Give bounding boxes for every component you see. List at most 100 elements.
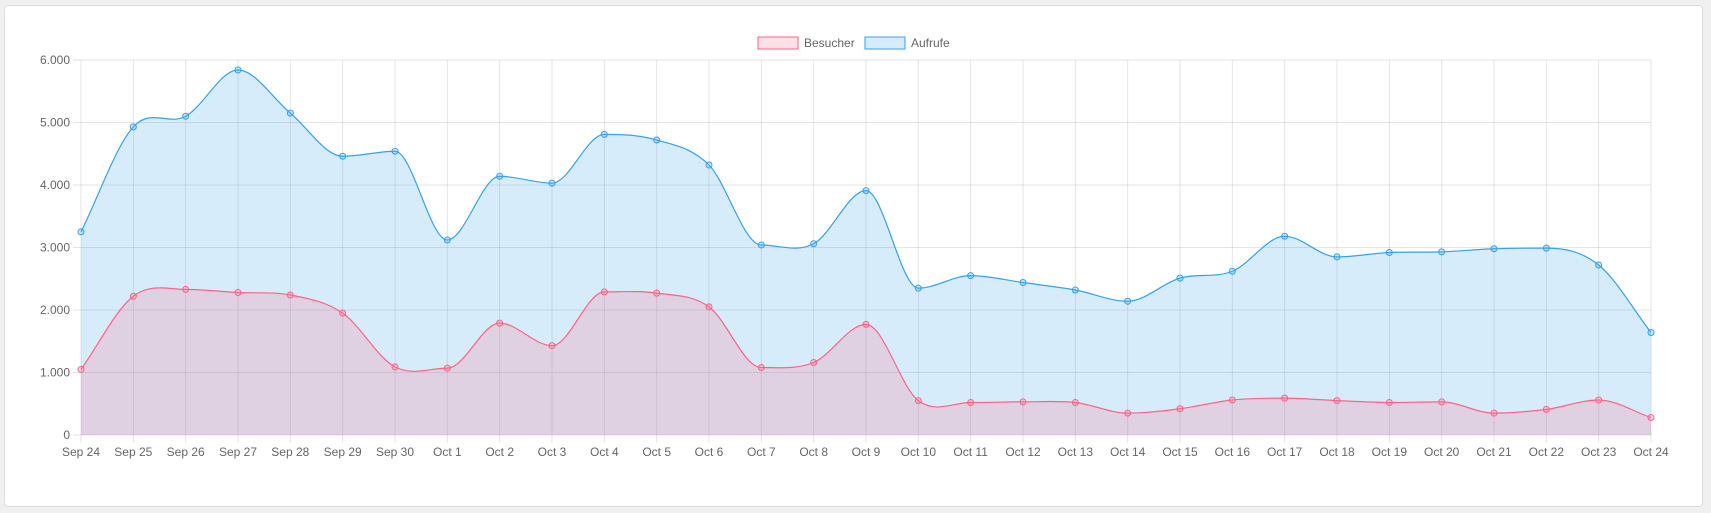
x-tick-label: Oct 20: [1424, 445, 1460, 459]
aufrufe-point[interactable]: [548, 179, 556, 187]
besucher-point[interactable]: [182, 285, 190, 293]
x-tick-label: Sep 28: [271, 445, 309, 459]
legend-swatch: [864, 36, 906, 50]
x-tick-label: Oct 10: [901, 445, 937, 459]
besucher-point[interactable]: [1490, 409, 1498, 417]
legend-label: Besucher: [804, 36, 855, 50]
besucher-point[interactable]: [600, 288, 608, 296]
aufrufe-point[interactable]: [1385, 249, 1393, 256]
besucher-point[interactable]: [1124, 409, 1132, 417]
legend[interactable]: Besucher Aufrufe: [757, 36, 950, 50]
x-tick-label: Oct 8: [799, 445, 828, 459]
aufrufe-point[interactable]: [496, 172, 504, 180]
aufrufe-point[interactable]: [1438, 248, 1446, 256]
aufrufe-point[interactable]: [810, 240, 818, 248]
aufrufe-point[interactable]: [862, 187, 870, 195]
besucher-point[interactable]: [1438, 398, 1446, 406]
aufrufe-point[interactable]: [757, 241, 765, 249]
chart-card: [4, 5, 1703, 507]
x-tick-label: Oct 11: [953, 445, 988, 459]
x-tick-label: Sep 26: [167, 445, 205, 459]
besucher-point[interactable]: [1019, 398, 1027, 406]
aufrufe-point[interactable]: [1228, 267, 1236, 275]
besucher-point[interactable]: [129, 292, 137, 300]
x-tick-label: Oct 3: [538, 445, 567, 459]
legend-item-aufrufe[interactable]: Aufrufe: [864, 36, 950, 50]
besucher-point[interactable]: [1542, 405, 1550, 413]
besucher-point[interactable]: [967, 399, 975, 406]
besucher-point[interactable]: [1385, 399, 1393, 406]
y-tick-label: 3.000: [40, 241, 70, 255]
besucher-point[interactable]: [862, 320, 870, 328]
x-tick-label: Oct 13: [1058, 445, 1094, 459]
x-tick-label: Sep 27: [219, 445, 257, 459]
aufrufe-point[interactable]: [600, 130, 608, 138]
aufrufe-point[interactable]: [1124, 297, 1132, 305]
besucher-point[interactable]: [757, 364, 765, 371]
aufrufe-point[interactable]: [129, 123, 137, 131]
aufrufe-point[interactable]: [1281, 232, 1289, 240]
besucher-point[interactable]: [705, 303, 713, 311]
aufrufe-point[interactable]: [653, 136, 661, 144]
aufrufe-point[interactable]: [1595, 261, 1603, 269]
besucher-point[interactable]: [810, 359, 818, 366]
x-tick-label: Oct 24: [1633, 445, 1669, 459]
besucher-point[interactable]: [1176, 405, 1184, 413]
besucher-point[interactable]: [548, 342, 556, 350]
legend-label: Aufrufe: [911, 36, 950, 50]
aufrufe-point[interactable]: [1490, 245, 1498, 253]
besucher-point[interactable]: [77, 365, 85, 373]
y-tick-label: 2.000: [40, 303, 70, 317]
besucher-point[interactable]: [391, 363, 399, 371]
aufrufe-point[interactable]: [182, 112, 190, 120]
besucher-point[interactable]: [339, 309, 347, 317]
besucher-point[interactable]: [1595, 396, 1603, 404]
aufrufe-point[interactable]: [391, 147, 399, 155]
aufrufe-point[interactable]: [77, 228, 85, 236]
aufrufe-point[interactable]: [1176, 274, 1184, 282]
aufrufe-point[interactable]: [1071, 286, 1079, 294]
besucher-point[interactable]: [914, 397, 922, 405]
x-tick-label: Sep 29: [324, 445, 362, 459]
x-tick-label: Sep 24: [62, 445, 100, 459]
x-tick-label: Oct 1: [433, 445, 462, 459]
x-tick-label: Oct 15: [1162, 445, 1198, 459]
x-tick-label: Oct 2: [485, 445, 514, 459]
aufrufe-point[interactable]: [443, 236, 451, 244]
y-tick-label: 5.000: [40, 116, 70, 130]
x-tick-label: Oct 5: [642, 445, 671, 459]
aufrufe-point[interactable]: [1019, 279, 1027, 286]
aufrufe-point[interactable]: [286, 109, 294, 117]
besucher-point[interactable]: [234, 289, 242, 296]
aufrufe-point[interactable]: [914, 284, 922, 292]
y-tick-label: 6.000: [40, 53, 70, 67]
aufrufe-point[interactable]: [967, 272, 975, 280]
besucher-point[interactable]: [1647, 414, 1655, 421]
aufrufe-line: [80, 69, 1652, 333]
besucher-point[interactable]: [443, 364, 451, 372]
legend-swatch: [757, 36, 799, 50]
aufrufe-point[interactable]: [234, 66, 242, 74]
x-tick-label: Sep 30: [376, 445, 414, 459]
aufrufe-point[interactable]: [1647, 329, 1655, 336]
aufrufe-point[interactable]: [1542, 244, 1550, 252]
x-tick-label: Oct 4: [590, 445, 619, 459]
besucher-point[interactable]: [1228, 396, 1236, 404]
x-tick-label: Oct 7: [747, 445, 776, 459]
x-tick-label: Oct 21: [1476, 445, 1512, 459]
besucher-point[interactable]: [286, 291, 294, 299]
y-tick-label: 4.000: [40, 178, 70, 192]
besucher-point[interactable]: [1071, 399, 1079, 406]
besucher-point[interactable]: [1333, 397, 1341, 405]
besucher-point[interactable]: [653, 289, 661, 297]
aufrufe-point[interactable]: [339, 152, 347, 160]
legend-item-besucher[interactable]: Besucher: [757, 36, 855, 50]
aufrufe-point[interactable]: [1333, 253, 1341, 261]
besucher-point[interactable]: [496, 319, 504, 327]
besucher-point[interactable]: [1281, 394, 1289, 402]
series-areas: [80, 69, 1652, 435]
x-tick-label: Oct 18: [1319, 445, 1355, 459]
aufrufe-point[interactable]: [705, 161, 713, 169]
x-tick-label: Oct 9: [852, 445, 881, 459]
